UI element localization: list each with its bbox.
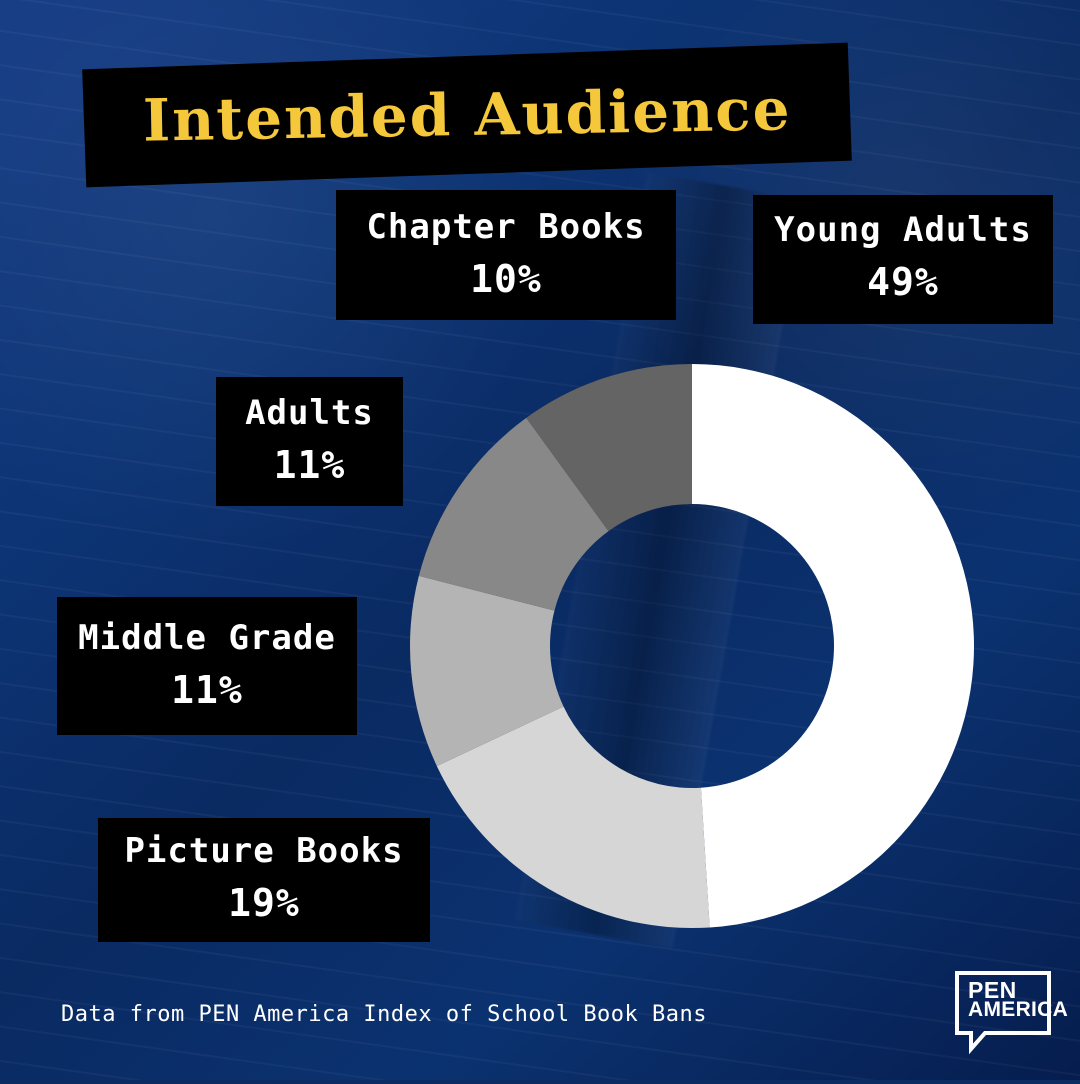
label-picture-books: Picture Books 19% bbox=[98, 818, 430, 942]
america-word: AMERICA bbox=[968, 997, 1069, 1021]
donut-slice-adults bbox=[418, 417, 609, 611]
label-young-adults: Young Adults 49% bbox=[753, 195, 1053, 324]
donut-slice-young-adults bbox=[692, 364, 974, 928]
label-middle-grade-value: 11% bbox=[171, 668, 243, 713]
label-picture-books-name: Picture Books bbox=[124, 831, 404, 871]
label-middle-grade-name: Middle Grade bbox=[78, 618, 336, 658]
pen-america-logo: PEN AMERICA bbox=[954, 970, 1068, 1054]
label-adults-name: Adults bbox=[245, 393, 374, 433]
label-young-adults-name: Young Adults bbox=[774, 210, 1032, 250]
label-chapter-books: Chapter Books 10% bbox=[336, 190, 676, 320]
donut-slice-chapter-books bbox=[526, 364, 692, 532]
label-adults: Adults 11% bbox=[216, 377, 403, 506]
donut-slice-middle-grade bbox=[409, 575, 564, 767]
label-chapter-books-value: 10% bbox=[470, 257, 542, 302]
pen-america-frame-icon bbox=[955, 971, 1051, 1054]
pen-word: PEN bbox=[968, 977, 1017, 1003]
label-young-adults-value: 49% bbox=[867, 260, 939, 305]
label-adults-value: 11% bbox=[273, 443, 346, 488]
data-source-note: Data from PEN America Index of School Bo… bbox=[61, 1002, 708, 1027]
pen-america-wordmark: PEN AMERICA bbox=[968, 977, 1069, 1021]
label-picture-books-value: 19% bbox=[228, 881, 300, 926]
label-chapter-books-name: Chapter Books bbox=[366, 207, 646, 247]
donut-slice-picture-books bbox=[436, 706, 710, 928]
label-middle-grade: Middle Grade 11% bbox=[57, 597, 357, 735]
